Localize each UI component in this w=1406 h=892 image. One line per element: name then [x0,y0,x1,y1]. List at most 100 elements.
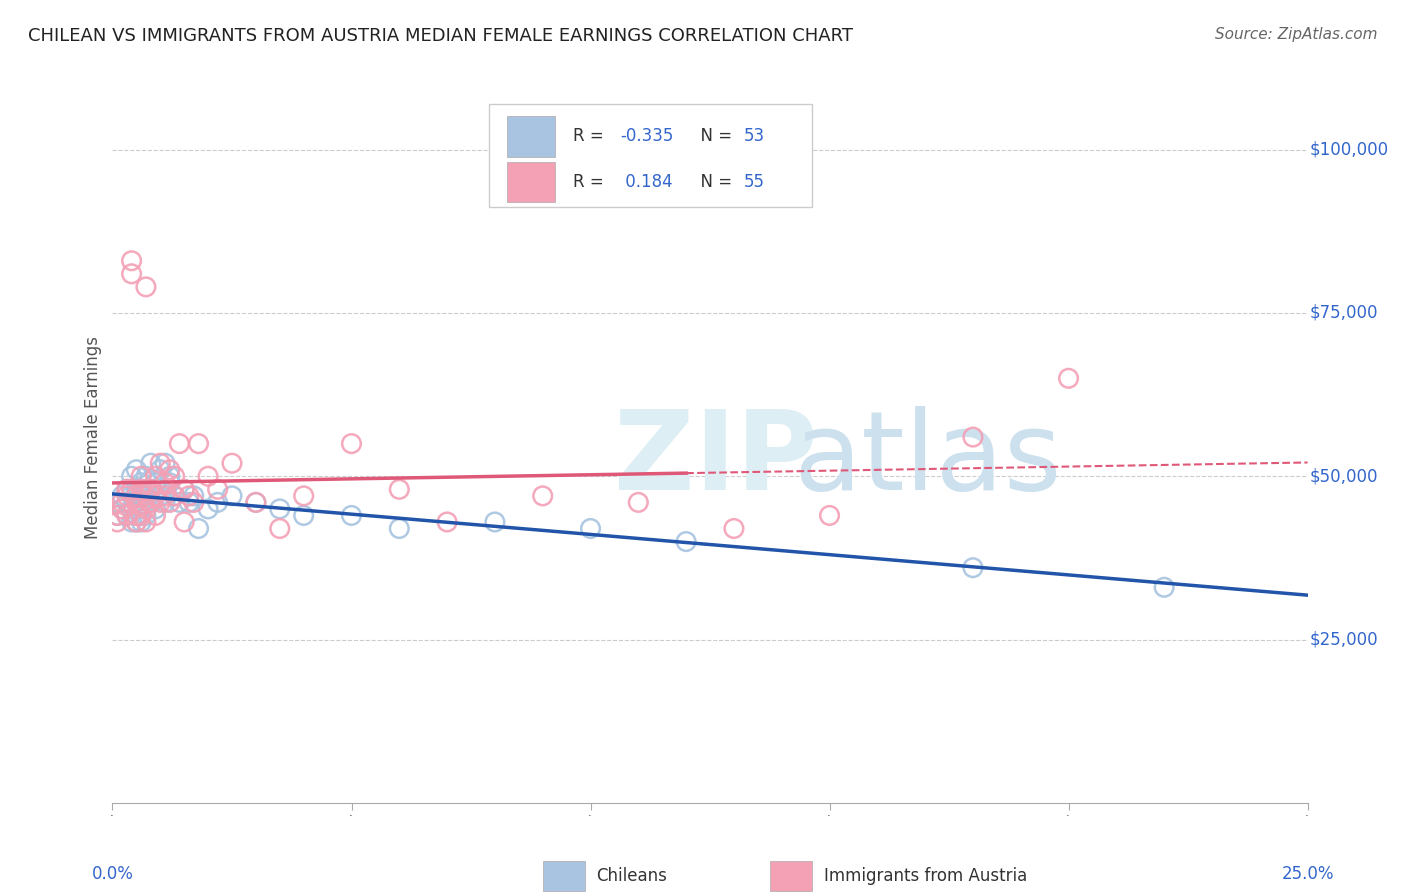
Point [159,495,181,509]
Point [245,495,267,509]
Point [197,469,219,483]
Point [129,515,152,529]
Point [129,508,152,523]
Point [115,495,138,509]
Point [135,508,157,523]
Point [149,495,172,509]
Point [340,436,363,450]
Point [484,515,506,529]
Point [125,515,148,529]
Point [129,502,152,516]
Point [129,469,152,483]
Point [269,502,291,516]
Text: 0.184: 0.184 [620,173,673,191]
Point [121,502,143,516]
Point [818,508,841,523]
Point [145,475,167,490]
Point [125,508,148,523]
Point [177,495,200,509]
Point [115,508,138,523]
Text: Chileans: Chileans [596,867,668,885]
Text: $100,000: $100,000 [1310,141,1389,159]
Point [149,463,172,477]
Point [105,508,128,523]
Point [105,495,128,509]
Point [125,489,148,503]
Point [153,475,176,490]
Point [579,521,602,535]
Point [723,521,745,535]
Point [159,463,181,477]
Point [187,436,209,450]
Text: 53: 53 [744,128,765,145]
Text: N =: N = [690,128,737,145]
Point [145,489,167,503]
Point [129,475,152,490]
Text: atlas: atlas [793,406,1062,513]
Point [145,502,167,516]
Point [135,489,157,503]
Point [125,483,148,497]
Point [115,483,138,497]
Point [169,495,191,509]
Point [121,489,143,503]
FancyBboxPatch shape [489,104,811,207]
Point [105,515,128,529]
FancyBboxPatch shape [770,862,811,890]
Point [135,483,157,497]
Point [129,489,152,503]
Text: Source: ZipAtlas.com: Source: ZipAtlas.com [1215,27,1378,42]
Point [139,495,162,509]
Point [159,475,181,490]
Point [1057,371,1080,385]
Point [962,560,984,574]
Point [173,483,195,497]
FancyBboxPatch shape [508,116,554,157]
Point [129,483,152,497]
Point [125,515,148,529]
Point [436,515,458,529]
Point [531,489,554,503]
Point [340,508,363,523]
Point [173,483,195,497]
Point [183,489,205,503]
Point [105,508,128,523]
Point [269,521,291,535]
Point [163,489,186,503]
Point [115,508,138,523]
Point [153,489,176,503]
Point [177,489,200,503]
Point [221,489,243,503]
Point [173,515,195,529]
Point [153,456,176,470]
Point [135,469,157,483]
Text: Median Female Earnings: Median Female Earnings [84,335,103,539]
Point [221,456,243,470]
Text: R =: R = [572,128,609,145]
Point [153,495,176,509]
Point [111,502,134,516]
Point [163,489,186,503]
Point [135,502,157,516]
Point [139,456,162,470]
Point [187,521,209,535]
Text: R =: R = [572,173,609,191]
FancyBboxPatch shape [543,862,585,890]
Text: $50,000: $50,000 [1310,467,1378,485]
Text: N =: N = [690,173,737,191]
Text: 25.0%: 25.0% [1281,865,1334,883]
Point [159,469,181,483]
Point [388,521,411,535]
Point [145,508,167,523]
Point [197,502,219,516]
Text: ZIP: ZIP [614,406,818,513]
Point [121,469,143,483]
Point [139,483,162,497]
Point [169,436,191,450]
Text: CHILEAN VS IMMIGRANTS FROM AUSTRIA MEDIAN FEMALE EARNINGS CORRELATION CHART: CHILEAN VS IMMIGRANTS FROM AUSTRIA MEDIA… [28,27,853,45]
Point [207,495,229,509]
Point [139,495,162,509]
FancyBboxPatch shape [508,162,554,202]
Point [1153,580,1175,594]
Text: Immigrants from Austria: Immigrants from Austria [824,867,1026,885]
